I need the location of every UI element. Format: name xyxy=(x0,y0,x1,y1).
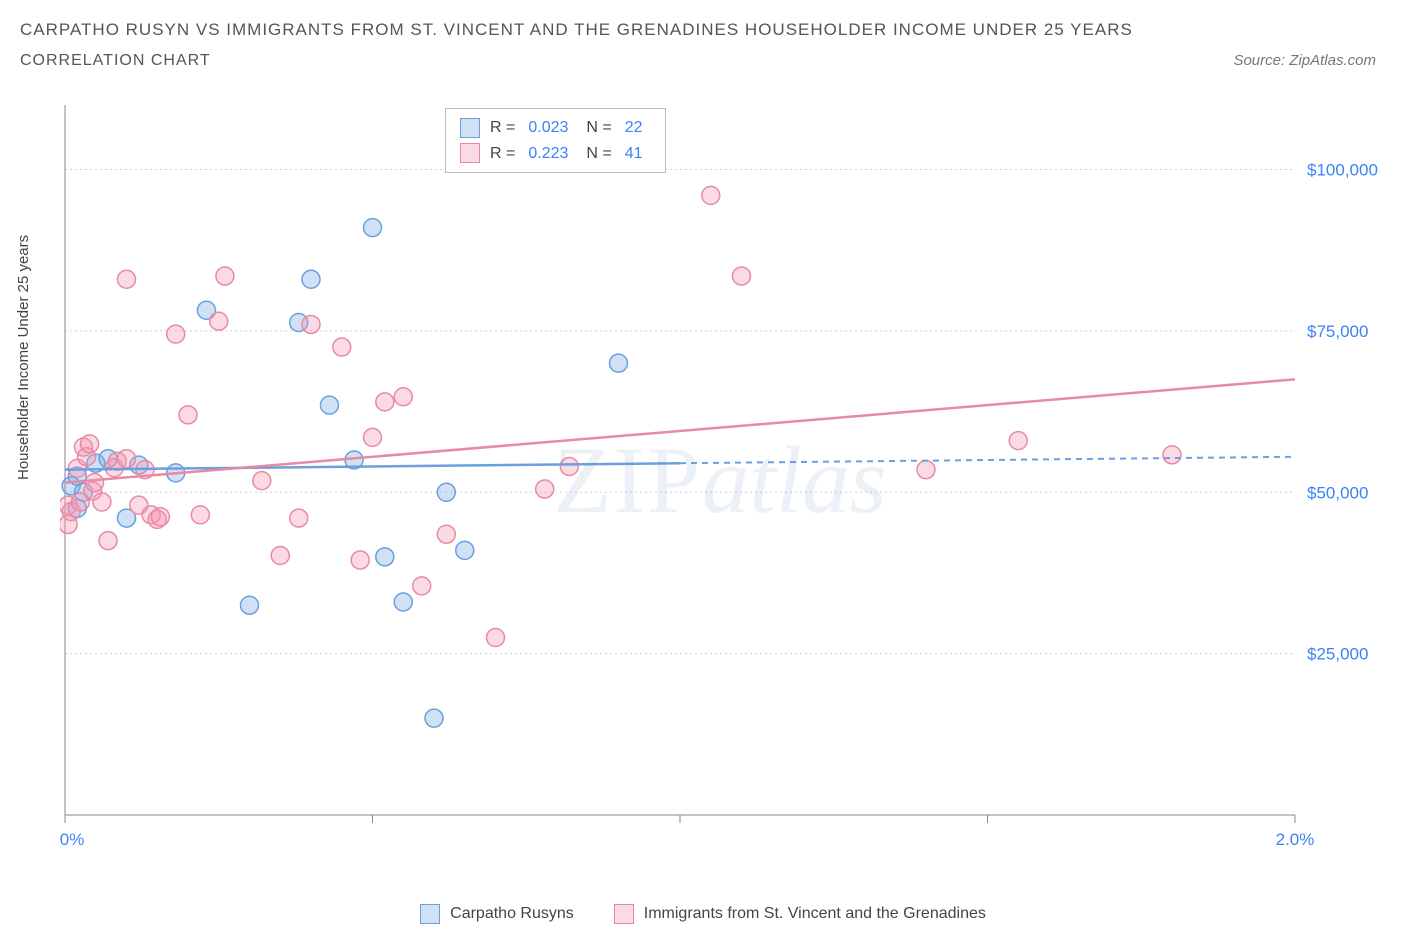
stats-n-label: N = xyxy=(586,115,611,141)
data-point xyxy=(271,547,289,565)
y-tick-label: $75,000 xyxy=(1307,322,1368,341)
data-point xyxy=(917,461,935,479)
trend-line xyxy=(65,379,1295,482)
data-point xyxy=(118,270,136,288)
data-point xyxy=(320,396,338,414)
data-point xyxy=(425,709,443,727)
data-point xyxy=(81,435,99,453)
data-point xyxy=(253,472,271,490)
stats-r-label: R = xyxy=(490,115,515,141)
x-tick-label: 2.0% xyxy=(1276,830,1315,849)
stats-r-label: R = xyxy=(490,141,515,167)
legend-label: Immigrants from St. Vincent and the Gren… xyxy=(644,905,986,923)
data-point xyxy=(413,577,431,595)
data-point xyxy=(210,312,228,330)
data-point xyxy=(302,270,320,288)
legend-swatch xyxy=(614,904,634,924)
data-point xyxy=(560,457,578,475)
data-point xyxy=(364,428,382,446)
data-point xyxy=(610,354,628,372)
stats-n-value: 22 xyxy=(625,115,643,141)
data-point xyxy=(376,393,394,411)
data-point xyxy=(151,508,169,526)
y-tick-label: $50,000 xyxy=(1307,483,1368,502)
legend-item: Carpatho Rusyns xyxy=(420,904,574,924)
y-axis-label: Householder Income Under 25 years xyxy=(15,235,32,480)
x-tick-label: 0.0% xyxy=(60,830,84,849)
data-point xyxy=(351,551,369,569)
stats-r-value: 0.023 xyxy=(528,115,568,141)
scatter-chart: $25,000 $50,000 $75,000 $100,000 0.0% 2.0% xyxy=(60,100,1380,860)
data-point xyxy=(437,483,455,501)
legend-swatch xyxy=(420,904,440,924)
data-point xyxy=(216,267,234,285)
stats-row: R = 0.023 N = 22 xyxy=(460,115,651,141)
trend-line xyxy=(65,463,680,469)
data-point xyxy=(394,593,412,611)
data-point xyxy=(290,509,308,527)
stats-n-value: 41 xyxy=(625,141,643,167)
data-point xyxy=(702,186,720,204)
data-point xyxy=(333,338,351,356)
trend-line-dashed xyxy=(680,457,1295,463)
data-point xyxy=(376,548,394,566)
stats-row: R = 0.223 N = 41 xyxy=(460,141,651,167)
data-point xyxy=(364,219,382,237)
y-tick-label: $100,000 xyxy=(1307,161,1378,180)
data-point xyxy=(179,406,197,424)
legend-item: Immigrants from St. Vincent and the Gren… xyxy=(614,904,986,924)
source-attribution: Source: ZipAtlas.com xyxy=(1233,52,1376,69)
title-line2: Correlation Chart xyxy=(20,52,1386,70)
chart-container: $25,000$50,000$75,000$100,0000.0%2.0% ZI… xyxy=(60,100,1380,860)
bottom-legend: Carpatho Rusyns Immigrants from St. Vince… xyxy=(0,904,1406,924)
data-point xyxy=(733,267,751,285)
data-point xyxy=(1009,432,1027,450)
data-point xyxy=(536,480,554,498)
data-point xyxy=(241,596,259,614)
stats-swatch xyxy=(460,143,480,163)
stats-n-label: N = xyxy=(586,141,611,167)
data-point xyxy=(118,450,136,468)
data-point xyxy=(1163,446,1181,464)
data-point xyxy=(99,532,117,550)
stats-swatch xyxy=(460,118,480,138)
data-point xyxy=(86,474,104,492)
stats-box: R = 0.023 N = 22 R = 0.223 N = 41 xyxy=(445,108,666,173)
data-point xyxy=(191,506,209,524)
title-line1: Carpatho Rusyn vs Immigrants from St. Vi… xyxy=(20,20,1386,40)
legend-label: Carpatho Rusyns xyxy=(450,905,574,923)
y-tick-label: $25,000 xyxy=(1307,645,1368,664)
data-point xyxy=(167,325,185,343)
data-point xyxy=(302,315,320,333)
chart-header: Carpatho Rusyn vs Immigrants from St. Vi… xyxy=(0,0,1406,80)
data-point xyxy=(456,541,474,559)
data-point xyxy=(437,525,455,543)
data-point xyxy=(487,629,505,647)
data-point xyxy=(93,493,111,511)
data-point xyxy=(394,388,412,406)
stats-r-value: 0.223 xyxy=(528,141,568,167)
